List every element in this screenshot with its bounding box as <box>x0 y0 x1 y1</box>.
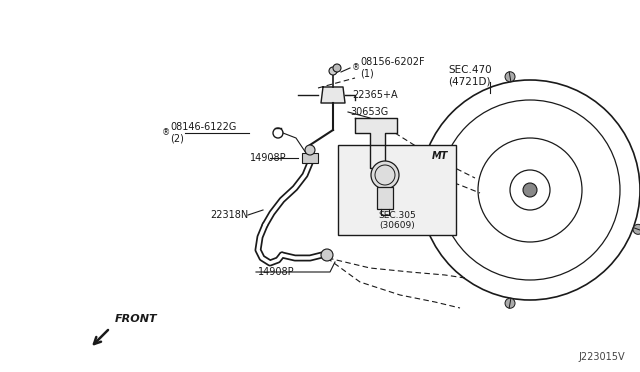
Text: 14908P: 14908P <box>258 267 294 277</box>
Text: 22318N: 22318N <box>210 210 248 220</box>
Text: SEC.305
(30609): SEC.305 (30609) <box>378 211 416 230</box>
Polygon shape <box>355 118 397 168</box>
Circle shape <box>505 72 515 82</box>
Text: 08146-6122G
(2): 08146-6122G (2) <box>170 122 236 144</box>
Text: ®: ® <box>352 64 360 73</box>
Circle shape <box>321 249 333 261</box>
Bar <box>302 153 318 163</box>
Text: 14908P: 14908P <box>250 153 287 163</box>
Circle shape <box>523 183 537 197</box>
Text: 30653G: 30653G <box>350 107 388 117</box>
Text: SEC.470
(4721D): SEC.470 (4721D) <box>448 65 492 87</box>
Circle shape <box>505 298 515 308</box>
Text: ®: ® <box>162 128 170 138</box>
Circle shape <box>329 67 337 75</box>
Text: 08156-6202F
(1): 08156-6202F (1) <box>360 57 424 79</box>
Circle shape <box>371 161 399 189</box>
Text: MT: MT <box>431 151 448 161</box>
Circle shape <box>305 145 315 155</box>
Circle shape <box>333 64 341 72</box>
Bar <box>338 145 456 235</box>
Bar <box>377 187 393 209</box>
Text: J223015V: J223015V <box>579 352 625 362</box>
Text: FRONT: FRONT <box>115 314 157 324</box>
Circle shape <box>633 224 640 234</box>
Polygon shape <box>321 87 345 103</box>
Text: 22365+A: 22365+A <box>352 90 397 100</box>
